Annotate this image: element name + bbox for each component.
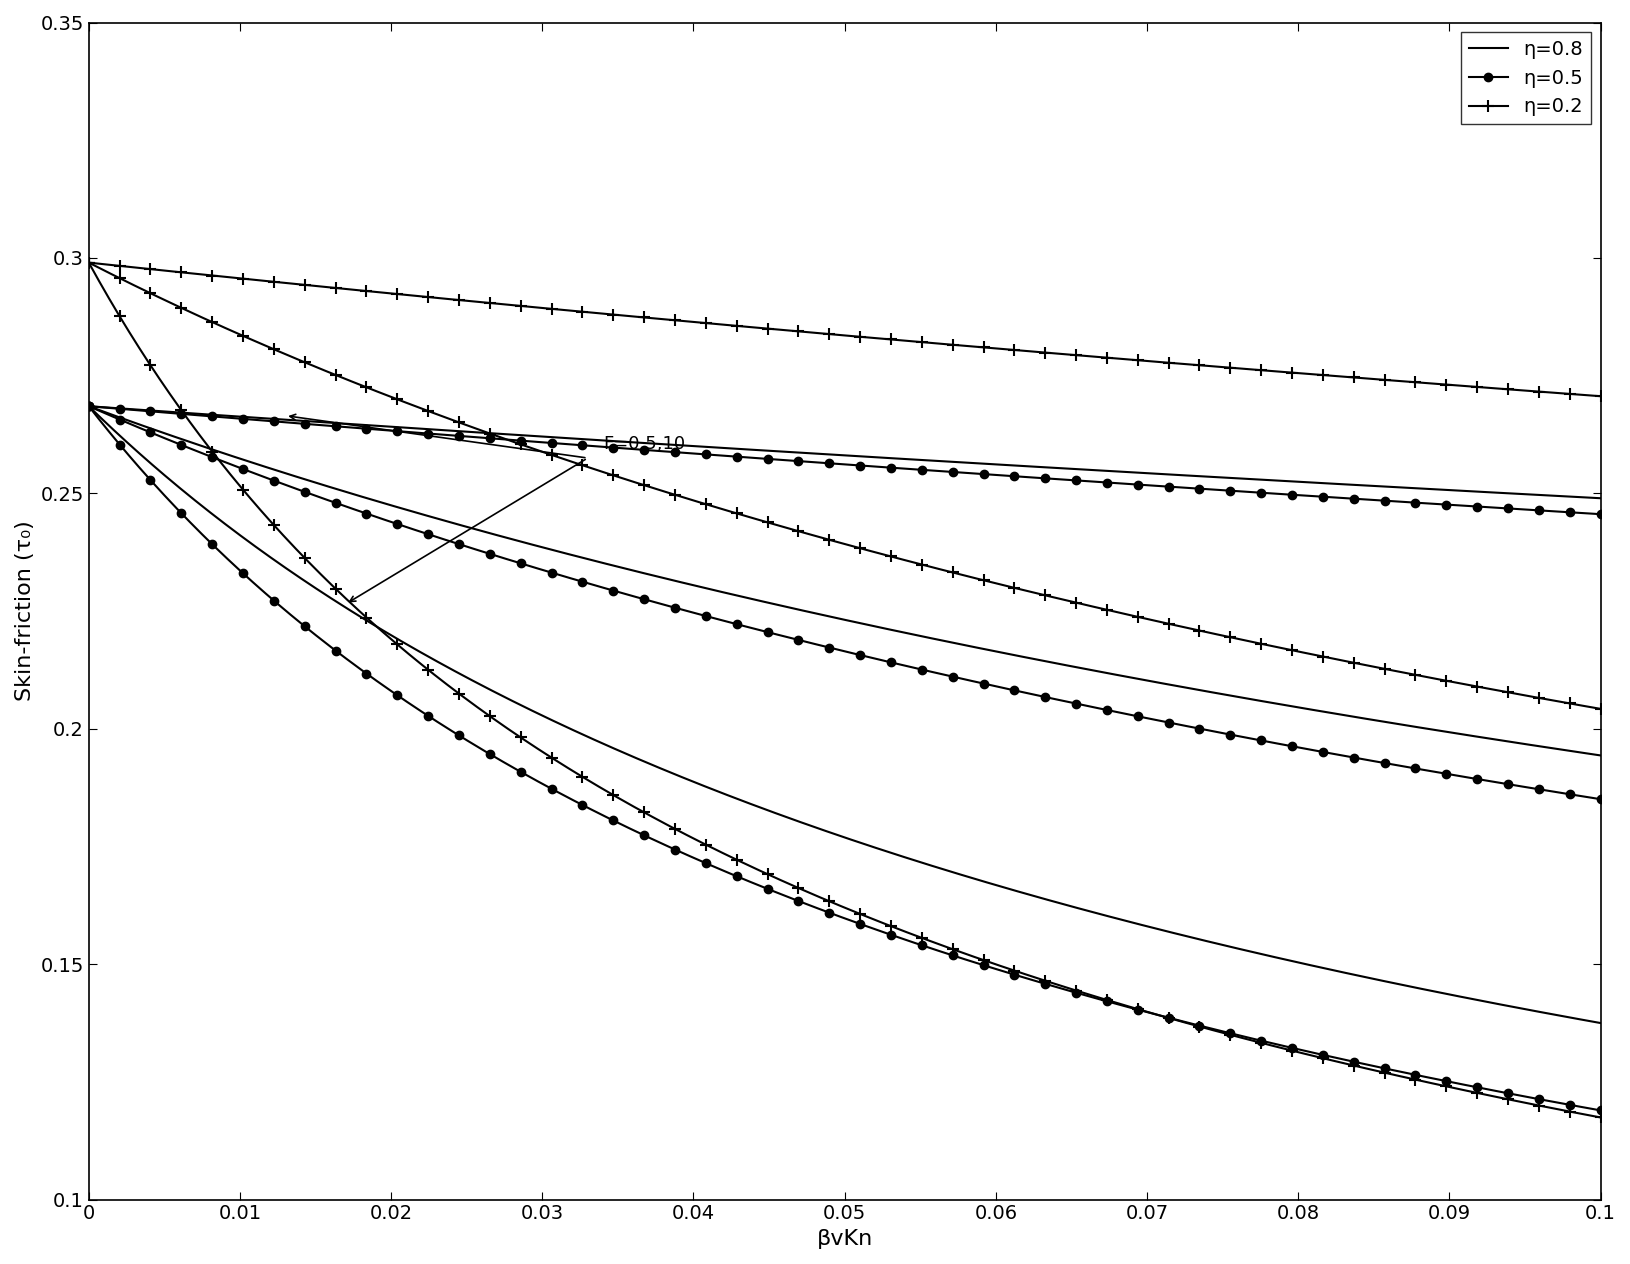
- Legend: η=0.8, η=0.5, η=0.2: η=0.8, η=0.5, η=0.2: [1460, 32, 1589, 124]
- X-axis label: βvKn: βvKn: [817, 1229, 872, 1249]
- Text: F=0.5,10: F=0.5,10: [603, 435, 685, 454]
- Y-axis label: Skin-friction (τ₀): Skin-friction (τ₀): [15, 521, 34, 702]
